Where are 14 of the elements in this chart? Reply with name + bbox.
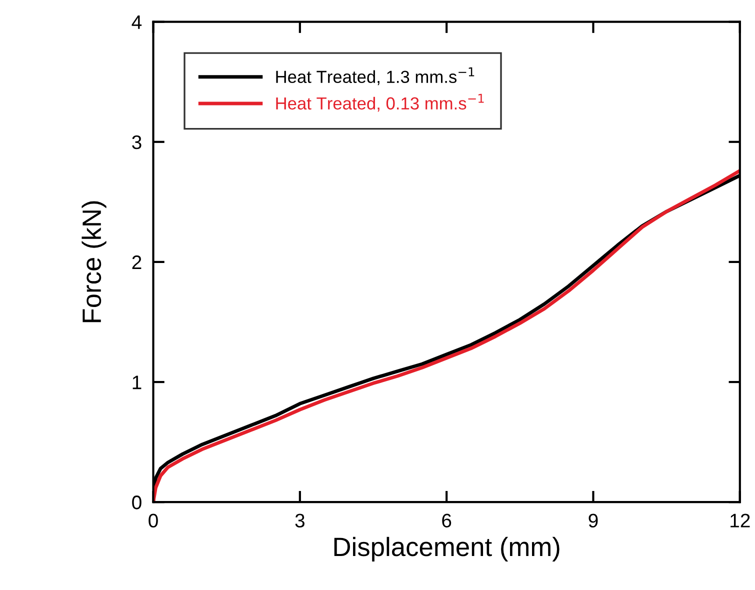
x-tick-label: 9 [588, 514, 598, 528]
legend-label: Heat Treated, 1.3 mm.s$^{−1}$ [276, 67, 474, 86]
x-tick-label: 6 [442, 514, 452, 528]
x-tick-label: 3 [295, 514, 304, 528]
y-tick-label: 3 [132, 135, 142, 150]
x-tick-label: 12 [730, 514, 750, 528]
y-tick-label: 4 [132, 16, 142, 29]
x-axis-title: Displacement (mm) [334, 536, 560, 562]
y-tick-label: 0 [132, 496, 142, 510]
y-tick-label: 2 [132, 255, 142, 270]
legend-label: Heat Treated, 0.13 mm.s$^{−1}$ [276, 94, 484, 112]
y-tick-label: 1 [132, 376, 142, 390]
y-axis-title: Force (kN) [82, 201, 106, 322]
x-tick-label: 0 [148, 514, 158, 528]
